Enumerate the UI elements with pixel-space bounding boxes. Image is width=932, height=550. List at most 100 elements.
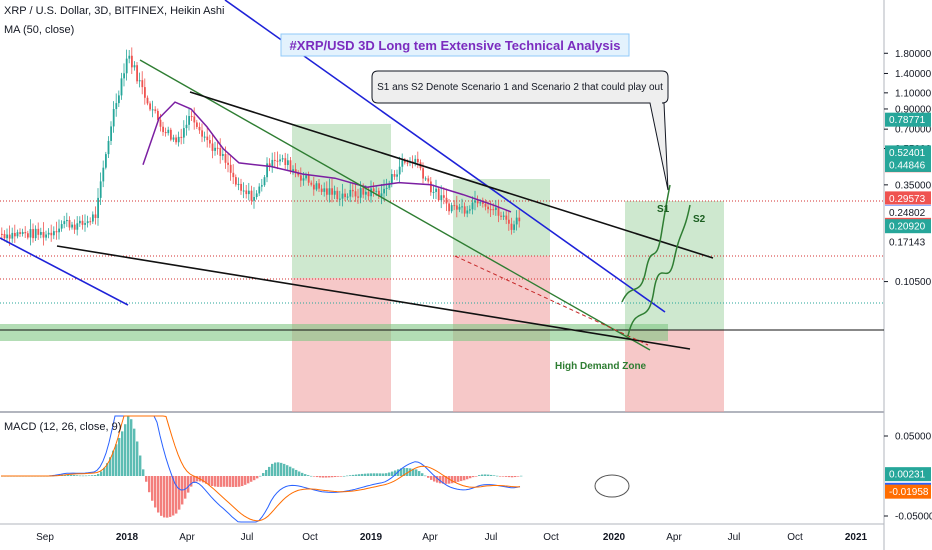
macd-hist-bar (289, 466, 292, 476)
candle-body (331, 188, 333, 195)
macd-hist-bar (487, 474, 490, 476)
macd-hist-bar (244, 476, 247, 485)
candle-body (185, 124, 188, 129)
candle-body (365, 191, 367, 195)
macd-hist-bar (448, 476, 451, 484)
macd-hist-bar (379, 473, 382, 476)
macd-hist-bar (466, 476, 469, 480)
candle-body (193, 116, 196, 123)
macd-hist-bar (196, 476, 199, 482)
price-pane[interactable] (0, 0, 884, 410)
candle-body (515, 217, 518, 225)
ma-legend[interactable]: MA (50, close) (4, 24, 74, 36)
candle-body (34, 228, 37, 239)
candle-body (445, 197, 448, 204)
macd-hist-bar (178, 476, 181, 510)
macd-hist-bar (82, 475, 85, 477)
candle-body (276, 160, 279, 162)
candle-body (398, 166, 401, 175)
macd-cross-highlight (594, 474, 630, 498)
macd-hist-bar (385, 473, 388, 476)
candle-body (237, 183, 240, 185)
candle-body (128, 55, 131, 59)
macd-hist-bar (118, 437, 121, 476)
macd-hist-bar (112, 450, 115, 476)
candle-body (164, 132, 167, 134)
chart-title: #XRP/USD 3D Long tem Extensive Technical… (290, 38, 621, 53)
candle-body (344, 193, 346, 198)
candle-body (162, 126, 164, 133)
candle-body (404, 160, 406, 163)
candle-body (380, 193, 383, 197)
callout-annotation[interactable]: S1 ans S2 Denote Scenario 1 and Scenario… (371, 70, 669, 191)
candle-body (37, 228, 40, 235)
candle-body (19, 232, 21, 234)
candle-body (188, 116, 190, 125)
demand-zone-label: High Demand Zone (555, 361, 647, 372)
time-tick-label: 2021 (845, 532, 868, 543)
macd-hist-bar (430, 476, 433, 480)
macd-legend[interactable]: MACD (12, 26, close, 9) (4, 421, 121, 433)
candle-body (229, 164, 232, 173)
candle-body (120, 78, 123, 96)
candle-body (281, 158, 284, 160)
candle-body (435, 188, 437, 192)
candle-body (250, 190, 253, 201)
price-badge-label: 0.17143 (889, 238, 926, 249)
candle-body (240, 183, 242, 191)
time-scale[interactable] (0, 524, 932, 550)
macd-hist-bar (367, 473, 370, 476)
price-scale[interactable] (884, 0, 932, 524)
macd-hist-bar (67, 474, 70, 476)
candle-body (391, 174, 393, 184)
candle-body (79, 220, 81, 224)
macd-hist-bar (421, 473, 424, 476)
candle-body (359, 188, 362, 198)
candle-body (40, 232, 42, 235)
macd-hist-bar (328, 476, 331, 478)
macd-hist-bar (223, 476, 226, 487)
macd-hist-bar (91, 475, 94, 476)
price-tick-label: 0.90000 (895, 104, 932, 115)
candle-body (102, 167, 105, 182)
macd-hist-bar (382, 473, 385, 476)
candle-body (489, 209, 492, 211)
macd-hist-bar (70, 474, 73, 476)
candle-body (453, 205, 456, 207)
macd-hist-bar (175, 476, 178, 514)
macd-hist-bar (166, 476, 169, 518)
candle-body (307, 175, 310, 183)
symbol-legend[interactable]: XRP / U.S. Dollar, 3D, BITFINEX, Heikin … (4, 5, 224, 17)
candle-body (458, 206, 461, 210)
macd-hist-bar (391, 471, 394, 476)
candle-body (422, 168, 424, 179)
candle-body (333, 190, 336, 195)
macd-hist-bar (145, 476, 148, 482)
candle-body (224, 154, 227, 163)
candle-body (513, 224, 515, 230)
macd-hist-bar (313, 476, 316, 477)
macd-hist-bar (442, 476, 445, 484)
candle-body (209, 140, 211, 144)
candle-body (357, 196, 359, 198)
macd-pane[interactable] (0, 414, 884, 524)
candle-body (354, 191, 357, 197)
candle-body (211, 143, 214, 151)
macd-hist-bar (424, 475, 427, 477)
macd-hist-bar (151, 476, 154, 501)
candle-body (29, 229, 32, 238)
candle-body (68, 219, 71, 228)
time-tick-label: Apr (179, 532, 195, 543)
price-badge (885, 145, 931, 160)
macd-hist-bar (394, 470, 397, 476)
macd-hist-bar (85, 475, 88, 477)
green-box-2020 (625, 201, 724, 330)
macd-hist-bar (352, 474, 355, 476)
candle-body (154, 109, 157, 111)
callout-text: S1 ans S2 Denote Scenario 1 and Scenario… (377, 82, 663, 93)
title-annotation[interactable]: #XRP/USD 3D Long tem Extensive Technical… (280, 33, 630, 57)
candle-body (372, 188, 375, 192)
macd-hist-bar (253, 476, 256, 481)
candle-body (315, 183, 318, 190)
